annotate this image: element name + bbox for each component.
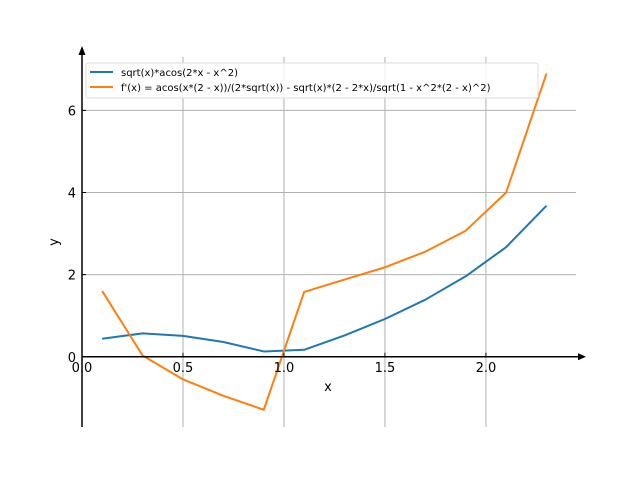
- x-tick-label: 0.5: [173, 361, 194, 376]
- axes: [78, 46, 586, 427]
- series-lines: [101, 73, 548, 411]
- legend-label-1: f'(x) = acos(x*(2 - x))/(2*sqrt(x)) - sq…: [121, 83, 491, 94]
- x-tick-label: 1.0: [274, 361, 295, 376]
- legend-label-0: sqrt(x)*acos(2*x - x^2): [121, 68, 238, 79]
- x-tick-label: 1.5: [375, 361, 396, 376]
- y-tick-label: 0: [68, 351, 76, 366]
- y-tick-label: 2: [68, 269, 76, 284]
- series-line-0: [102, 204, 548, 353]
- y-axis-label: y: [47, 238, 62, 246]
- x-axis-arrow-icon: [578, 353, 586, 361]
- y-tick-label: 6: [68, 104, 76, 119]
- y-tick-label: 4: [68, 187, 76, 202]
- x-axis-label: x: [324, 380, 332, 395]
- grid: [82, 57, 576, 427]
- y-axis-arrow-icon: [78, 46, 86, 55]
- series-line-1: [101, 73, 548, 411]
- legend: sqrt(x)*acos(2*x - x^2) f'(x) = acos(x*(…: [85, 62, 539, 99]
- x-tick-label: 2.0: [476, 361, 497, 376]
- tick-labels: 0.0 0.5 1.0 1.5 2.0 0 2 4 6: [68, 104, 497, 375]
- legend-box: [85, 62, 539, 99]
- x-tick-label: 0.0: [72, 361, 93, 376]
